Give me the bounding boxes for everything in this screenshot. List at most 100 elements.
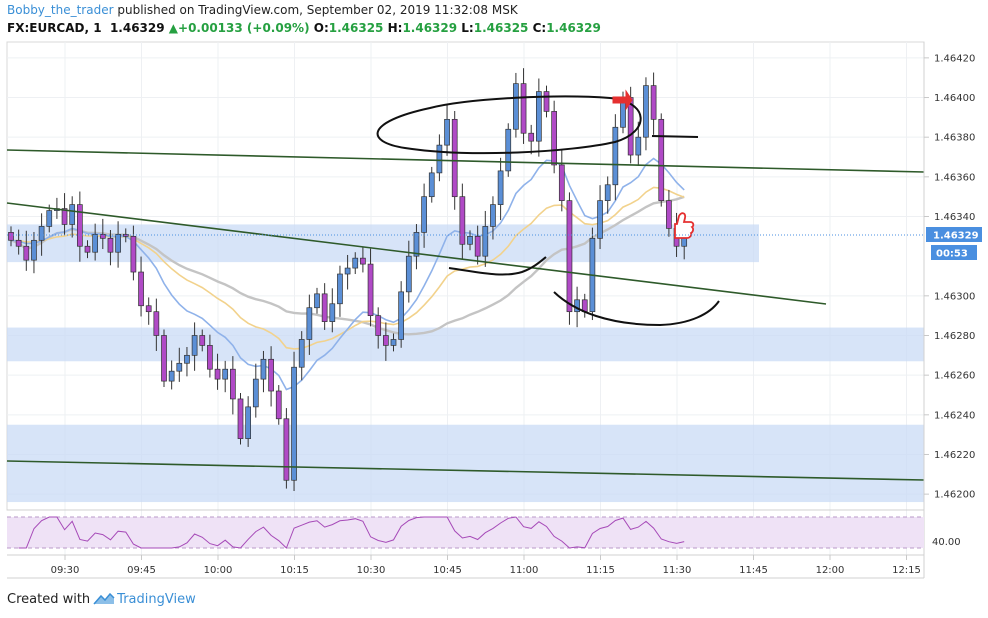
candle-up bbox=[31, 239, 37, 261]
time-tick-label: 12:15 bbox=[892, 565, 921, 576]
candle-up bbox=[405, 255, 412, 293]
candle-up bbox=[497, 170, 504, 205]
candle-down bbox=[84, 245, 91, 253]
candle-down bbox=[161, 335, 167, 382]
red-arrow-icon[interactable] bbox=[612, 89, 633, 111]
candle-down bbox=[375, 315, 382, 336]
price-tick-label: 1.46340 bbox=[934, 212, 975, 223]
open-value: 1.46325 bbox=[328, 21, 384, 35]
top-ellipse-drawing[interactable] bbox=[376, 95, 642, 155]
price-tick-label: 1.46280 bbox=[934, 331, 975, 342]
candle-down bbox=[138, 271, 144, 307]
time-axis[interactable]: 09:30 09:45 10:00 10:15 10:30 10:45 11:00 11:15… bbox=[7, 554, 924, 579]
last-price: 1.46329 bbox=[109, 21, 165, 35]
candle-up bbox=[222, 368, 229, 380]
tradingview-logo-icon bbox=[93, 592, 115, 609]
candle-down bbox=[207, 345, 213, 370]
candle-up bbox=[184, 354, 190, 364]
upper-trendline[interactable] bbox=[6, 149, 925, 173]
time-axis-labels: 09:30 09:45 10:00 10:15 10:30 10:45 11:00 11:15… bbox=[51, 555, 921, 576]
candle-down bbox=[268, 358, 274, 392]
candle-up bbox=[176, 362, 183, 372]
candle-up bbox=[681, 237, 688, 247]
candle-down bbox=[367, 263, 374, 317]
candles bbox=[8, 68, 688, 491]
last-price-tag bbox=[926, 227, 982, 242]
price-tick-label: 1.46260 bbox=[934, 371, 975, 382]
support-zones bbox=[7, 224, 924, 503]
author-link[interactable]: Bobby_the_trader bbox=[7, 3, 114, 17]
time-tick-label: 09:30 bbox=[51, 565, 80, 576]
time-tick-label: 10:00 bbox=[204, 565, 233, 576]
up-triangle-icon: ▲ bbox=[168, 21, 179, 35]
lower-trendline[interactable] bbox=[6, 460, 925, 481]
price-chart[interactable]: 1.46420 1.46400 1.46380 1.46360 1.46340 1.463… bbox=[0, 0, 988, 585]
candle-up bbox=[421, 196, 427, 233]
candle-up bbox=[398, 291, 404, 340]
candle-up bbox=[413, 232, 420, 257]
candle-down bbox=[283, 418, 290, 481]
publish-info: published on TradingView.com, September … bbox=[117, 3, 518, 17]
candle-down bbox=[551, 111, 558, 166]
price-tick-label: 1.46400 bbox=[934, 93, 975, 104]
rsi-pane[interactable]: 40.00 bbox=[7, 509, 961, 549]
bottom-curve-drawing[interactable] bbox=[553, 291, 720, 327]
thumbs-up-icon[interactable] bbox=[674, 212, 695, 239]
candle-up bbox=[314, 293, 320, 309]
chart-header-line1: Bobby_the_trader published on TradingVie… bbox=[7, 3, 518, 17]
candle-down bbox=[130, 235, 137, 273]
open-label: O: bbox=[313, 21, 329, 35]
candle-down bbox=[666, 200, 672, 229]
ellipse-tail-drawing[interactable] bbox=[651, 135, 699, 138]
candle-up bbox=[344, 267, 351, 275]
symbol-label[interactable]: FX:EURCAD, 1 bbox=[7, 21, 102, 35]
time-tick-label: 11:15 bbox=[586, 565, 615, 576]
time-tick-label: 10:30 bbox=[357, 565, 386, 576]
main-pane[interactable] bbox=[6, 41, 925, 555]
price-tick-label: 1.46220 bbox=[934, 450, 975, 461]
low-value: 1.46325 bbox=[473, 21, 529, 35]
candle-up bbox=[428, 172, 435, 198]
candle-up bbox=[467, 235, 473, 245]
last-price-tag-text: 1.46329 bbox=[933, 231, 979, 242]
time-tick-label: 09:45 bbox=[127, 565, 156, 576]
candle-up bbox=[574, 299, 580, 313]
descending-trendline[interactable] bbox=[6, 202, 827, 305]
created-with-text: Created with bbox=[7, 592, 91, 607]
countdown-tag-text: 00:53 bbox=[936, 249, 968, 260]
candle-down bbox=[520, 83, 527, 134]
candle-down bbox=[528, 132, 535, 142]
candle-down bbox=[214, 368, 221, 380]
candle-down bbox=[558, 164, 565, 201]
candle-down bbox=[543, 91, 550, 112]
candle-up bbox=[604, 184, 611, 201]
candle-up bbox=[115, 234, 121, 253]
price-axis[interactable]: 1.46420 1.46400 1.46380 1.46360 1.46340 1.463… bbox=[923, 42, 982, 578]
time-tick-label: 12:00 bbox=[816, 565, 845, 576]
candle-down bbox=[360, 257, 366, 265]
high-label: H: bbox=[387, 21, 403, 35]
price-change: +0.00133 (+0.09%) bbox=[178, 21, 310, 35]
candle-up bbox=[69, 204, 76, 225]
candle-down bbox=[153, 311, 160, 336]
zone-2 bbox=[7, 327, 924, 362]
price-tick-label: 1.46240 bbox=[934, 410, 975, 421]
time-tick-label: 11:00 bbox=[510, 565, 539, 576]
tradingview-link[interactable]: TradingView bbox=[117, 592, 196, 607]
candle-up bbox=[597, 200, 603, 239]
candle-down bbox=[23, 245, 30, 261]
time-tick-label: 11:30 bbox=[663, 565, 692, 576]
candle-up bbox=[306, 307, 313, 340]
candle-down bbox=[383, 335, 389, 346]
candle-down bbox=[581, 299, 588, 313]
candle-up bbox=[482, 226, 489, 257]
candle-up bbox=[635, 136, 642, 156]
price-tick-label: 1.46360 bbox=[934, 172, 975, 183]
candle-up bbox=[535, 91, 542, 142]
candle-up bbox=[505, 128, 512, 172]
price-tick-label: 1.46380 bbox=[934, 133, 975, 144]
candle-down bbox=[459, 196, 466, 245]
candle-up bbox=[260, 358, 267, 380]
close-label: C: bbox=[532, 21, 547, 35]
middle-curve-drawing[interactable] bbox=[448, 256, 547, 276]
